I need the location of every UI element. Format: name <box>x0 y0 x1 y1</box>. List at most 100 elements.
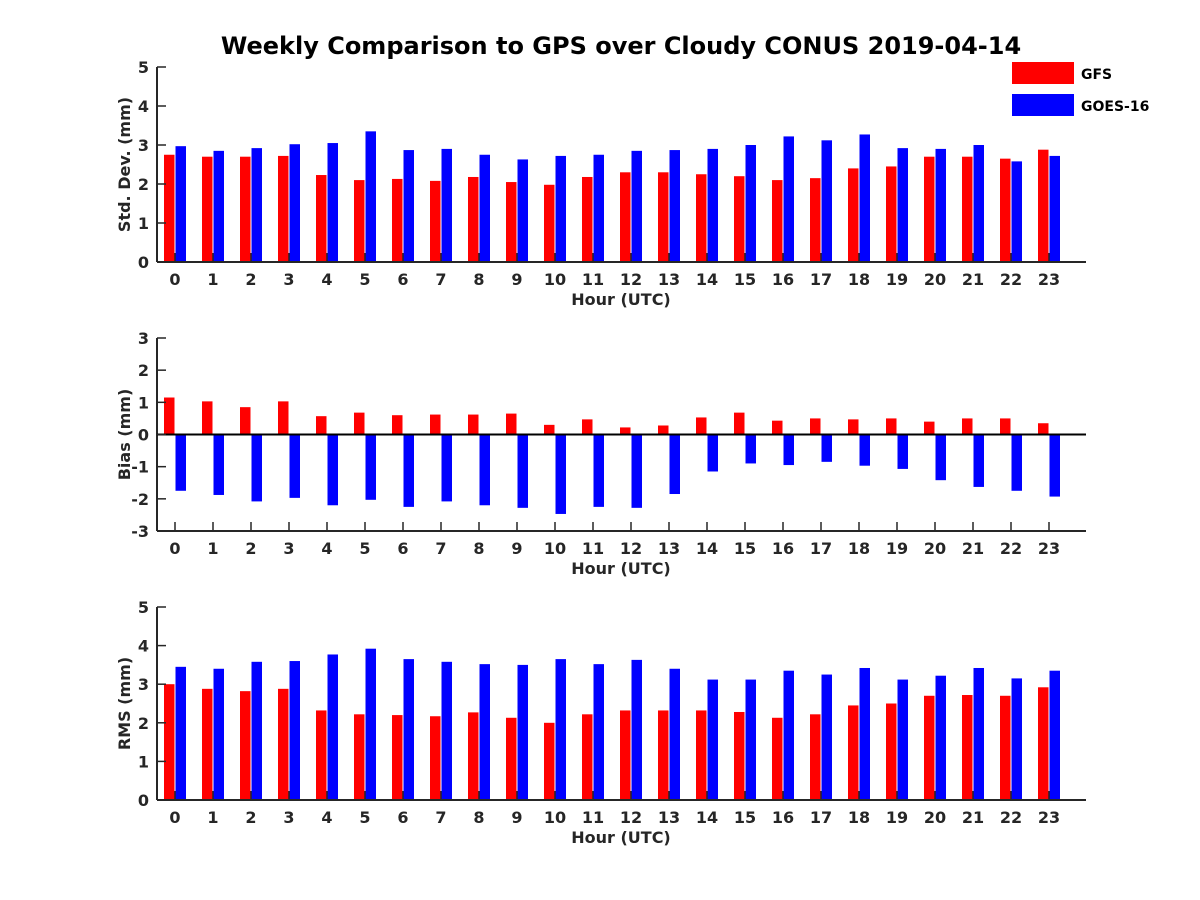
x-tick-label: 8 <box>473 539 484 558</box>
bar-goes16-hour-6 <box>403 659 414 800</box>
bar-goes16-hour-10 <box>555 659 566 800</box>
bar-gfs-hour-5 <box>354 180 365 262</box>
bar-goes16-hour-16 <box>783 136 794 262</box>
x-tick-label: 0 <box>169 808 180 827</box>
bar-gfs-hour-14 <box>696 417 707 435</box>
x-axis-label: Hour (UTC) <box>571 559 671 578</box>
bar-gfs-hour-10 <box>544 722 555 800</box>
x-tick-label: 23 <box>1038 539 1060 558</box>
y-tick-label: 3 <box>138 329 149 348</box>
x-tick-label: 2 <box>245 270 256 289</box>
x-tick-label: 23 <box>1038 808 1060 827</box>
y-tick-label: -2 <box>131 490 149 509</box>
bar-gfs-hour-0 <box>164 684 175 800</box>
bar-goes16-hour-15 <box>745 434 756 464</box>
bar-goes16-hour-19 <box>897 148 908 262</box>
bar-goes16-hour-9 <box>517 664 528 800</box>
y-tick-label: 4 <box>138 97 149 116</box>
bar-gfs-hour-4 <box>316 175 327 262</box>
legend-swatch-gfs <box>1012 62 1074 84</box>
bar-goes16-hour-13 <box>669 150 680 262</box>
x-tick-label: 6 <box>397 808 408 827</box>
y-tick-label: -1 <box>131 458 149 477</box>
x-tick-label: 16 <box>772 808 794 827</box>
bar-gfs-hour-6 <box>392 715 403 800</box>
bar-goes16-hour-13 <box>669 668 680 800</box>
bar-goes16-hour-10 <box>555 155 566 262</box>
x-tick-label: 6 <box>397 270 408 289</box>
x-tick-label: 1 <box>207 539 218 558</box>
bar-goes16-hour-8 <box>479 154 490 262</box>
x-tick-label: 14 <box>696 270 718 289</box>
x-tick-label: 0 <box>169 539 180 558</box>
bar-gfs-hour-5 <box>354 714 365 800</box>
x-tick-label: 19 <box>886 808 908 827</box>
bar-gfs-hour-18 <box>848 419 859 435</box>
x-tick-label: 8 <box>473 270 484 289</box>
bar-gfs-hour-20 <box>924 156 935 262</box>
x-tick-label: 13 <box>658 270 680 289</box>
bar-gfs-hour-16 <box>772 180 783 262</box>
x-tick-label: 20 <box>924 539 946 558</box>
bar-goes16-hour-1 <box>213 434 224 495</box>
x-tick-label: 22 <box>1000 539 1022 558</box>
x-tick-label: 21 <box>962 270 984 289</box>
bar-gfs-hour-19 <box>886 418 897 435</box>
x-tick-label: 5 <box>359 539 370 558</box>
bar-gfs-hour-15 <box>734 412 745 435</box>
bar-goes16-hour-21 <box>973 145 984 262</box>
bar-gfs-hour-9 <box>506 182 517 262</box>
x-tick-label: 13 <box>658 539 680 558</box>
bar-gfs-hour-13 <box>658 710 669 800</box>
bar-gfs-hour-17 <box>810 178 821 262</box>
bar-goes16-hour-11 <box>593 434 604 507</box>
y-tick-label: 5 <box>138 598 149 617</box>
bar-goes16-hour-14 <box>707 434 718 472</box>
bar-goes16-hour-6 <box>403 150 414 262</box>
bar-gfs-hour-1 <box>202 688 213 800</box>
y-tick-label: 0 <box>138 426 149 445</box>
bar-goes16-hour-12 <box>631 434 642 508</box>
y-tick-label: 1 <box>138 393 149 412</box>
bar-goes16-hour-7 <box>441 661 452 800</box>
x-tick-label: 11 <box>582 808 604 827</box>
y-tick-label: 1 <box>138 752 149 771</box>
x-tick-label: 3 <box>283 270 294 289</box>
x-tick-label: 18 <box>848 539 870 558</box>
bar-goes16-hour-13 <box>669 434 680 495</box>
bar-gfs-hour-23 <box>1038 423 1049 435</box>
bar-gfs-hour-15 <box>734 176 745 262</box>
x-tick-label: 12 <box>620 808 642 827</box>
x-tick-label: 22 <box>1000 270 1022 289</box>
y-tick-label: 3 <box>138 675 149 694</box>
bar-goes16-hour-15 <box>745 145 756 262</box>
bar-gfs-hour-9 <box>506 413 517 435</box>
x-tick-label: 5 <box>359 808 370 827</box>
bar-goes16-hour-19 <box>897 679 908 800</box>
y-tick-label: -3 <box>131 522 149 541</box>
bar-goes16-hour-16 <box>783 670 794 800</box>
y-tick-label: 1 <box>138 214 149 233</box>
bar-goes16-hour-3 <box>289 144 300 262</box>
bar-goes16-hour-23 <box>1049 670 1060 800</box>
x-tick-label: 15 <box>734 270 756 289</box>
bar-goes16-hour-7 <box>441 148 452 262</box>
bar-gfs-hour-6 <box>392 178 403 262</box>
x-tick-label: 16 <box>772 270 794 289</box>
y-axis-label: Std. Dev. (mm) <box>115 97 134 232</box>
bar-goes16-hour-7 <box>441 434 452 502</box>
bar-gfs-hour-1 <box>202 156 213 262</box>
x-tick-label: 21 <box>962 808 984 827</box>
x-tick-label: 2 <box>245 539 256 558</box>
bar-gfs-hour-5 <box>354 412 365 435</box>
bar-gfs-hour-22 <box>1000 158 1011 262</box>
bar-gfs-hour-11 <box>582 419 593 435</box>
x-tick-label: 17 <box>810 270 832 289</box>
x-tick-label: 10 <box>544 808 566 827</box>
bar-goes16-hour-9 <box>517 159 528 262</box>
bar-gfs-hour-8 <box>468 414 479 435</box>
bar-gfs-hour-13 <box>658 425 669 435</box>
bar-goes16-hour-11 <box>593 154 604 262</box>
